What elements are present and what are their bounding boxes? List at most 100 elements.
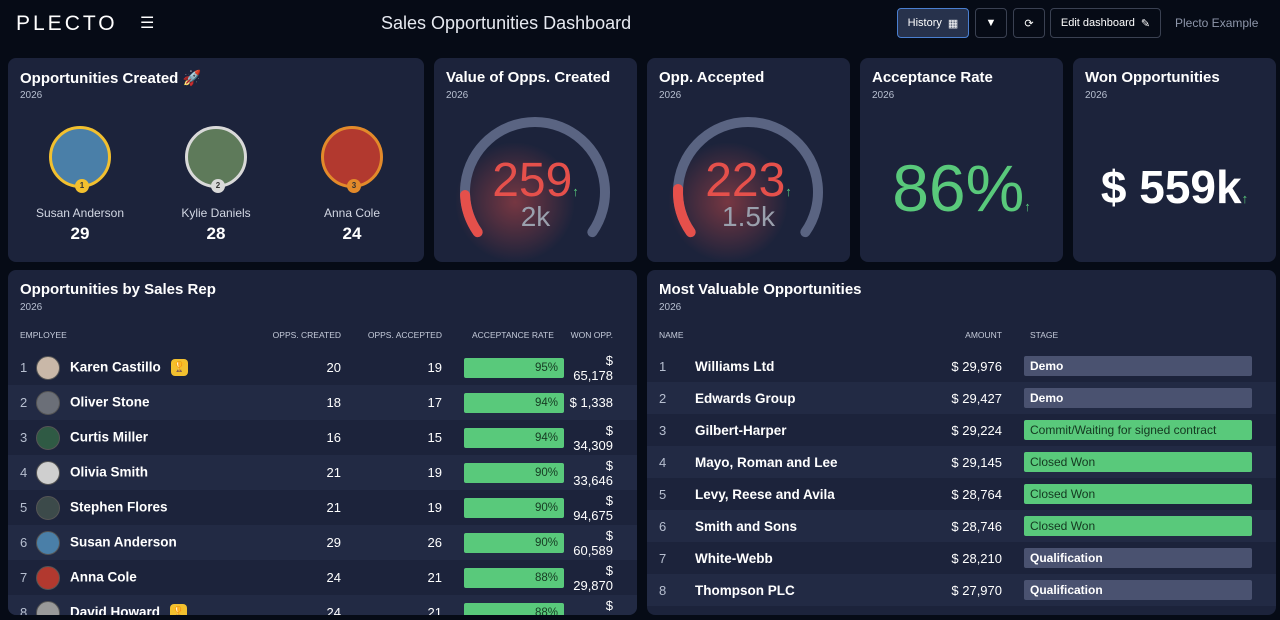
amount: $ 28,764 [951, 486, 1002, 502]
won-opp: $ 34,309 [573, 422, 613, 453]
rank-medal: 2 [211, 179, 225, 193]
table-row[interactable]: 3 Gilbert-Harper $ 29,224 Commit/Waiting… [647, 414, 1276, 446]
stage-badge: Demo [1024, 356, 1252, 376]
rank: 7 [659, 550, 667, 566]
won-card[interactable]: Won Opportunities 2026 $ 559k↑ [1073, 58, 1276, 262]
value-created-card[interactable]: Value of Opps. Created 2026 259↑ 2k [434, 58, 637, 262]
table-row[interactable]: 5 Stephen Flores 21 19 90% $ 94,675 [8, 490, 637, 525]
card-title: Most Valuable Opportunities [659, 281, 862, 298]
rank: 4 [8, 455, 36, 490]
employee-name[interactable]: Oliver Stone [70, 393, 150, 409]
opportunity-name[interactable]: White-Webb [695, 550, 773, 566]
table-row[interactable]: 8 Thompson PLC $ 27,970 Qualification [647, 574, 1276, 606]
opportunity-name[interactable]: Edwards Group [695, 382, 895, 414]
acceptance-rate-card[interactable]: Acceptance Rate 2026 86%↑ [860, 58, 1063, 262]
acceptance-rate-bar: 94% [464, 392, 564, 413]
card-subtitle: 2026 [872, 90, 895, 101]
opps-created: 21 [236, 455, 341, 490]
rank-medal: 1 [75, 179, 89, 193]
table-row[interactable]: 2 Edwards Group $ 29,427 Demo [647, 382, 1276, 414]
gauge-target: 1.5k [722, 201, 775, 232]
opps-accepted: 19 [341, 455, 442, 490]
table-row[interactable]: 4 Mayo, Roman and Lee $ 29,145 Closed Wo… [647, 446, 1276, 478]
employee-name[interactable]: Curtis Miller [70, 428, 149, 444]
col-amount[interactable]: AMOUNT [965, 330, 1002, 340]
opportunity-name[interactable]: Thompson PLC [695, 574, 895, 606]
sales-rep-card[interactable]: Opportunities by Sales Rep 2026 EMPLOYEE… [8, 270, 637, 615]
table-row[interactable]: 5 Levy, Reese and Avila $ 28,764 Closed … [647, 478, 1276, 510]
opportunity-name[interactable]: Mayo, Roman and Lee [695, 446, 895, 478]
employee-name[interactable]: David Howard [70, 603, 161, 615]
opps-created: 16 [326, 430, 341, 445]
table-row[interactable]: 6 Susan Anderson 29 26 90% $ 60,589 [8, 525, 637, 560]
acceptance-rate-bar: 90% [464, 497, 564, 518]
stage-badge: Closed Won [1024, 452, 1252, 472]
employee-name[interactable]: Stephen Flores [70, 498, 168, 514]
trophy-icon: 🏆 [170, 359, 188, 376]
plecto-logo[interactable]: PLECTO [16, 12, 118, 35]
won-opp: $ 65,178 [573, 352, 613, 383]
opps-created: 29 [236, 525, 341, 560]
trend-up-icon: ↑ [572, 184, 579, 199]
opportunity-name[interactable]: Williams Ltd [695, 358, 775, 374]
table-row[interactable]: 4 Olivia Smith 21 19 90% $ 33,646 [8, 455, 637, 490]
kpi-value: $ 559k↑ [1100, 161, 1249, 213]
rank: 3 [659, 422, 667, 438]
podium-item[interactable]: 3 Anna Cole 24 [292, 126, 412, 244]
opps-accepted: 21 [341, 595, 442, 615]
podium-item[interactable]: 2 Kylie Daniels 28 [156, 126, 276, 244]
accepted-card[interactable]: Opp. Accepted 2026 223↑ 1.5k [647, 58, 850, 262]
rank: 8 [647, 574, 695, 606]
opps-accepted: 21 [427, 570, 442, 585]
account-name[interactable]: Plecto Example [1175, 16, 1259, 30]
col-accepted[interactable]: OPPS. ACCEPTED [367, 330, 442, 340]
podium-value: 29 [70, 224, 90, 243]
opps-created: 24 [326, 570, 341, 585]
table-row[interactable]: 3 Curtis Miller 16 15 94% $ 34,309 [8, 420, 637, 455]
avatar [36, 530, 60, 555]
rank-medal: 3 [347, 179, 361, 193]
table-row[interactable]: 1 Williams Ltd $ 29,976 Demo [647, 350, 1276, 382]
employee-name[interactable]: Susan Anderson [70, 533, 177, 549]
table-row[interactable]: 8 David Howard 🏆 24 21 88% $ 92,402 [8, 595, 637, 615]
avatar [36, 460, 60, 485]
opps-accepted: 15 [427, 430, 442, 445]
history-button[interactable]: History ▦ [897, 8, 969, 38]
col-won[interactable]: WON OPP. [570, 330, 613, 340]
valuable-card[interactable]: Most Valuable Opportunities 2026 NAME AM… [647, 270, 1276, 615]
podium-name: Susan Anderson [35, 206, 125, 220]
opportunity-name[interactable]: Smith and Sons [695, 510, 895, 542]
rank: 7 [20, 570, 28, 585]
table-row[interactable]: 1 Karen Castillo 🏆 20 19 95% $ 65,178 [8, 350, 637, 385]
col-created[interactable]: OPPS. CREATED [272, 330, 341, 340]
amount: $ 27,970 [895, 574, 1002, 606]
refresh-button[interactable]: ⟳ [1013, 8, 1045, 38]
podium-card[interactable]: Opportunities Created 🚀 2026 1 Susan And… [8, 58, 424, 262]
avatar: 2 [185, 126, 247, 193]
table-row[interactable]: 6 Smith and Sons $ 28,746 Closed Won [647, 510, 1276, 542]
opportunity-name[interactable]: Gilbert-Harper [695, 422, 787, 438]
rank: 3 [20, 430, 28, 445]
card-title: Won Opportunities [1085, 69, 1220, 86]
podium-item[interactable]: 1 Susan Anderson 29 [20, 126, 140, 244]
col-name[interactable]: NAME [659, 330, 684, 340]
page-title: Sales Opportunities Dashboard [381, 13, 632, 33]
employee-name[interactable]: Anna Cole [70, 568, 137, 584]
trend-up-icon: ↑ [1241, 191, 1249, 206]
avatar [36, 355, 60, 380]
table-row[interactable]: 2 Oliver Stone 18 17 94% $ 1,338 [8, 385, 637, 420]
refresh-icon: ⟳ [1024, 17, 1034, 30]
edit-dashboard-button[interactable]: Edit dashboard ✎ [1050, 8, 1161, 38]
employee-name[interactable]: Olivia Smith [70, 463, 149, 479]
hamburger-menu-icon[interactable]: ☰ [140, 15, 155, 32]
filter-button[interactable]: ▼ [975, 8, 1007, 38]
col-stage[interactable]: STAGE [1030, 330, 1059, 340]
col-employee[interactable]: EMPLOYEE [20, 330, 67, 340]
table-row[interactable]: 7 White-Webb $ 28,210 Qualification [647, 542, 1276, 574]
table-row[interactable]: 7 Anna Cole 24 21 88% $ 29,870 [8, 560, 637, 595]
col-rate[interactable]: ACCEPTANCE RATE [472, 330, 554, 340]
acceptance-rate-bar: 90% [464, 532, 564, 553]
acceptance-rate-bar: 88% [464, 602, 564, 615]
employee-name[interactable]: Karen Castillo [70, 358, 161, 374]
opportunity-name[interactable]: Levy, Reese and Avila [695, 486, 835, 502]
